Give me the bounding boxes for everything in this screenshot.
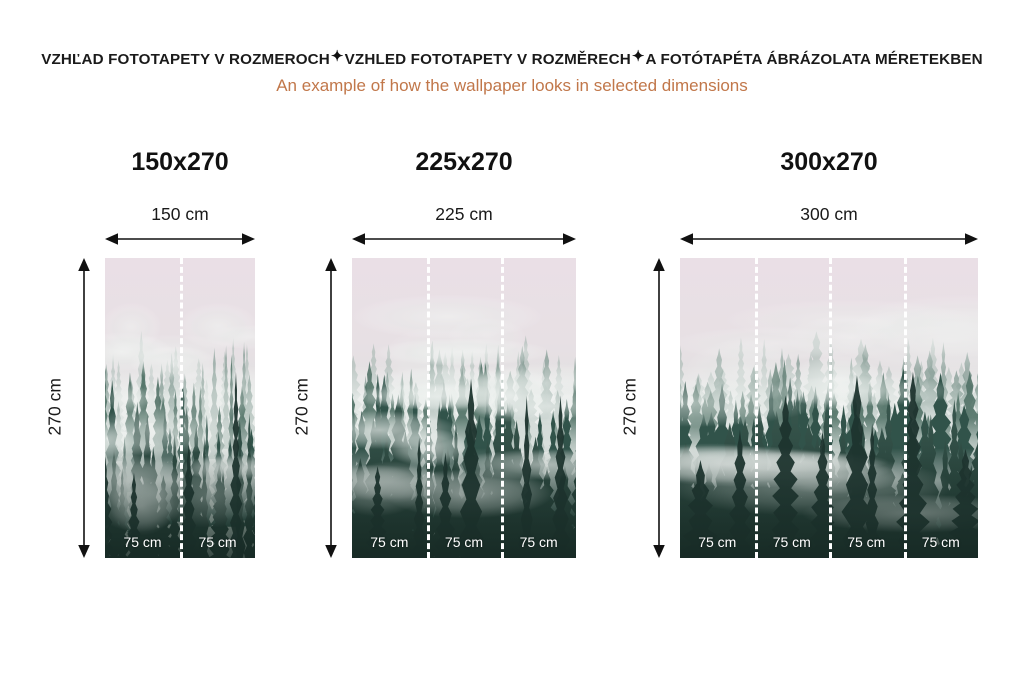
strip-width-label: 75 cm — [198, 534, 237, 550]
panel-height-label: 270 cm — [291, 378, 312, 436]
panel-height-label: 270 cm — [44, 378, 65, 436]
wallpaper-preview-image: 75 cm 75 cm 75 cm — [352, 258, 576, 558]
height-dimension-arrow — [324, 258, 338, 558]
wallpaper-preview-image: 75 cm 75 cm — [105, 258, 255, 558]
strip-width-label: 75 cm — [444, 534, 484, 550]
strip-width-label: 75 cm — [519, 534, 558, 550]
strip-divider — [501, 258, 505, 558]
size-preview-panels: 150x270 150 cm 270 cm 75 cm 75 cm 225x270 225 … — [0, 150, 1024, 580]
panel-height-label: 270 cm — [619, 378, 640, 436]
panel-size-title: 300x270 — [780, 148, 878, 176]
sparkle-icon-2: ✦ — [631, 48, 645, 65]
panel-width-label: 225 cm — [435, 204, 493, 224]
wallpaper-preview-image: 75 cm 75 cm 75 cm 75 cm — [680, 258, 978, 558]
sparkle-icon-1: ✦ — [330, 48, 344, 65]
height-dimension-arrow — [77, 258, 91, 558]
title-czech: VZHLED FOTOTAPETY V ROZMĚRECH — [344, 51, 631, 68]
strip-width-label: 75 cm — [921, 534, 960, 550]
strip-width-label: 75 cm — [698, 534, 737, 550]
strip-divider — [903, 258, 907, 558]
strip-width-label: 75 cm — [370, 534, 409, 550]
title-hungarian: A FOTÓTAPÉTA ÁBRÁZOLATA MÉRETEKBEN — [645, 51, 983, 68]
strip-width-label: 75 cm — [847, 534, 886, 550]
strip-divider — [754, 258, 758, 558]
strip-width-label: 75 cm — [772, 534, 811, 550]
strip-divider — [829, 258, 832, 558]
strip-width-label: 75 cm — [123, 534, 162, 550]
title-slovak: VZHĽAD FOTOTAPETY V ROZMEROCH — [41, 51, 330, 68]
width-dimension-arrow — [352, 232, 576, 246]
strip-divider — [180, 258, 183, 558]
panel-size-title: 225x270 — [415, 148, 513, 176]
page-subtitle: An example of how the wallpaper looks in… — [276, 76, 748, 96]
page-title: VZHĽAD FOTOTAPETY V ROZMEROCH✦VZHLED FOT… — [0, 48, 1024, 68]
page-header: VZHĽAD FOTOTAPETY V ROZMEROCH✦VZHLED FOT… — [0, 0, 1024, 94]
width-dimension-arrow — [680, 232, 978, 246]
height-dimension-arrow — [652, 258, 666, 558]
strip-divider — [426, 258, 430, 558]
panel-width-label: 300 cm — [800, 204, 858, 224]
panel-width-label: 150 cm — [151, 204, 209, 224]
width-dimension-arrow — [105, 232, 255, 246]
panel-size-title: 150x270 — [131, 148, 229, 176]
